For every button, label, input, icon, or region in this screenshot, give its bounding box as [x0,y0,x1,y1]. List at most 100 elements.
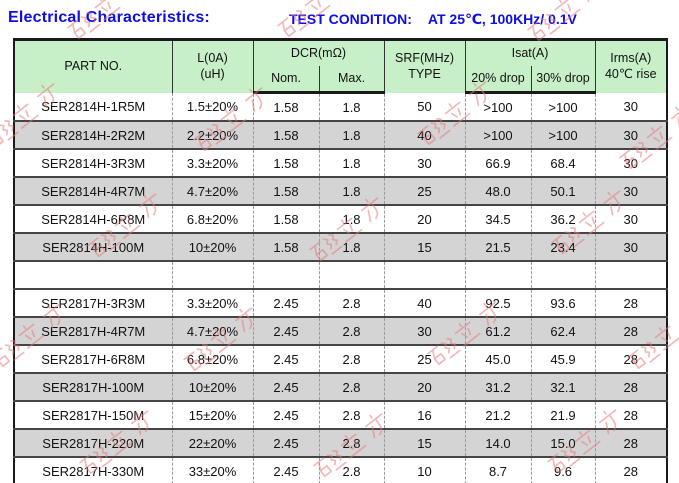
cell-nom: 1.58 [252,120,320,149]
cell-max: 2.8 [318,344,385,373]
cell-nom: 1.58 [252,176,320,205]
cell-part-no: SER2814H-2R2M [13,120,173,149]
cell-l: 10±20% [171,232,254,261]
cell-srf [383,260,466,289]
cell-isat20: 66.9 [464,148,532,177]
test-condition: TEST CONDITION: AT 25℃, 100KHz/ 0.1V [289,11,577,28]
col-header-l0a-line1: L(0A) [197,51,228,66]
cell-l: 10±20% [171,372,254,401]
cell-srf: 40 [383,288,466,317]
cell-isat20: >100 [464,120,532,149]
table-row: SER2817H-6R8M 6.8±20% 2.45 2.8 25 45.0 45.9 28 [13,344,668,373]
cell-isat30: >100 [530,120,596,149]
col-header-dcr-nom: Nom. [252,66,320,94]
cell-nom: 1.58 [252,148,320,177]
cell-irms: 28 [594,344,668,373]
cell-srf: 30 [383,148,466,177]
cell-srf: 10 [383,456,466,483]
cell-isat20: 21.2 [464,400,532,429]
cell-max: 2.8 [318,288,385,317]
cell-isat30: 68.4 [530,148,596,177]
cell-nom: 2.45 [252,316,320,345]
cell-srf: 15 [383,428,466,457]
table-row: SER2817H-100M 10±20% 2.45 2.8 20 31.2 32.1 28 [13,372,668,401]
cell-isat20: 48.0 [464,176,532,205]
cell-srf: 25 [383,344,466,373]
cell-isat20: 92.5 [464,288,532,317]
col-header-isat-20: 20% drop [464,66,532,94]
cell-isat30: 93.6 [530,288,596,317]
cell-l: 3.3±20% [171,148,254,177]
table-header: PART NO. L(0A) (uH) DCR(mΩ) SRF(MHz) TYP… [13,39,668,94]
cell-irms: 28 [594,428,668,457]
cell-l: 1.5±20% [171,92,254,121]
cell-part-no [13,260,173,289]
cell-part-no: SER2814H-1R5M [13,92,173,121]
cell-part-no: SER2817H-3R3M [13,288,173,317]
table-row: SER2814H-4R7M 4.7±20% 1.58 1.8 25 48.0 50.1 30 [13,176,668,205]
cell-srf: 50 [383,92,466,121]
cell-max: 2.8 [318,456,385,483]
table-row: SER2814H-2R2M 2.2±20% 1.58 1.8 40 >100 >100 30 [13,120,668,149]
table-row: SER2814H-1R5M 1.5±20% 1.58 1.8 50 >100 >100 30 [13,92,668,121]
col-header-isat-30: 30% drop [530,66,596,94]
cell-irms: 28 [594,400,668,429]
cell-isat20: 31.2 [464,372,532,401]
cell-l [171,260,254,289]
cell-part-no: SER2814H-6R8M [13,204,173,233]
col-header-srf-line1: SRF(MHz) [395,51,455,66]
cell-srf: 30 [383,316,466,345]
test-condition-label: TEST CONDITION: [289,11,412,27]
table-row: SER2817H-4R7M 4.7±20% 2.45 2.8 30 61.2 62.4 28 [13,316,668,345]
cell-part-no: SER2817H-6R8M [13,344,173,373]
cell-srf: 16 [383,400,466,429]
cell-irms: 30 [594,176,668,205]
cell-l: 15±20% [171,400,254,429]
cell-irms: 30 [594,120,668,149]
cell-isat30: 36.2 [530,204,596,233]
col-header-isat-group: Isat(A) [464,39,596,66]
table-row: SER2817H-3R3M 3.3±20% 2.45 2.8 40 92.5 93.6 28 [13,288,668,317]
cell-irms: 30 [594,148,668,177]
cell-isat30: 9.6 [530,456,596,483]
table-row: SER2817H-220M 22±20% 2.45 2.8 15 14.0 15.0 28 [13,428,668,457]
cell-isat20: 21.5 [464,232,532,261]
cell-nom: 2.45 [252,288,320,317]
cell-irms: 28 [594,288,668,317]
cell-irms: 30 [594,204,668,233]
col-header-l0a-line2: (uH) [200,66,225,81]
spacer-row [13,260,668,289]
cell-srf: 40 [383,120,466,149]
cell-l: 6.8±20% [171,204,254,233]
cell-max: 1.8 [318,148,385,177]
cell-isat30: >100 [530,92,596,121]
cell-srf: 20 [383,204,466,233]
cell-irms: 30 [594,92,668,121]
cell-nom: 1.58 [252,204,320,233]
cell-part-no: SER2817H-220M [13,428,173,457]
cell-isat20 [464,260,532,289]
cell-nom: 2.45 [252,344,320,373]
cell-isat30: 23.4 [530,232,596,261]
electrical-characteristics-table: PART NO. L(0A) (uH) DCR(mΩ) SRF(MHz) TYP… [13,38,669,483]
table-body: SER2814H-1R5M 1.5±20% 1.58 1.8 50 >100 >100 30 S… [13,92,668,483]
cell-max: 1.8 [318,120,385,149]
cell-max: 2.8 [318,400,385,429]
table-row: SER2817H-150M 15±20% 2.45 2.8 16 21.2 21.9 28 [13,400,668,429]
cell-isat30 [530,260,596,289]
cell-isat30: 15.0 [530,428,596,457]
cell-irms: 28 [594,316,668,345]
cell-nom [252,260,320,289]
cell-max: 1.8 [318,232,385,261]
col-header-srf: SRF(MHz) TYPE [383,39,466,93]
cell-isat20: >100 [464,92,532,121]
cell-part-no: SER2814H-4R7M [13,176,173,205]
cell-isat30: 50.1 [530,176,596,205]
cell-l: 22±20% [171,428,254,457]
cell-isat20: 14.0 [464,428,532,457]
col-header-dcr-group: DCR(mΩ) [252,39,385,66]
col-header-l0a: L(0A) (uH) [171,39,254,93]
cell-part-no: SER2814H-3R3M [13,148,173,177]
col-header-irms-line2: 40℃ rise [604,66,657,81]
